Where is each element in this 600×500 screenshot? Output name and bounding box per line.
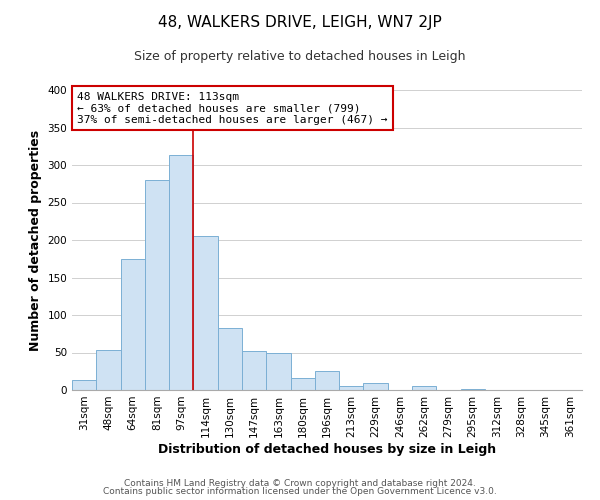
Text: 48, WALKERS DRIVE, LEIGH, WN7 2JP: 48, WALKERS DRIVE, LEIGH, WN7 2JP (158, 15, 442, 30)
Bar (315, 371, 339, 390)
Bar (96, 350, 121, 390)
Bar (461, 388, 485, 390)
Text: Contains HM Land Registry data © Crown copyright and database right 2024.: Contains HM Land Registry data © Crown c… (124, 478, 476, 488)
Bar (339, 386, 364, 390)
Bar (218, 328, 242, 390)
Bar (364, 382, 388, 390)
Text: Size of property relative to detached houses in Leigh: Size of property relative to detached ho… (134, 50, 466, 63)
Text: Contains public sector information licensed under the Open Government Licence v3: Contains public sector information licen… (103, 487, 497, 496)
Y-axis label: Number of detached properties: Number of detached properties (29, 130, 42, 350)
Bar (266, 352, 290, 390)
Bar (145, 180, 169, 390)
Bar (72, 380, 96, 390)
Bar (412, 386, 436, 390)
Text: 48 WALKERS DRIVE: 113sqm
← 63% of detached houses are smaller (799)
37% of semi-: 48 WALKERS DRIVE: 113sqm ← 63% of detach… (77, 92, 388, 124)
X-axis label: Distribution of detached houses by size in Leigh: Distribution of detached houses by size … (158, 442, 496, 456)
Bar (121, 259, 145, 390)
Bar (290, 378, 315, 390)
Bar (193, 236, 218, 390)
Bar (242, 351, 266, 390)
Bar (169, 155, 193, 390)
